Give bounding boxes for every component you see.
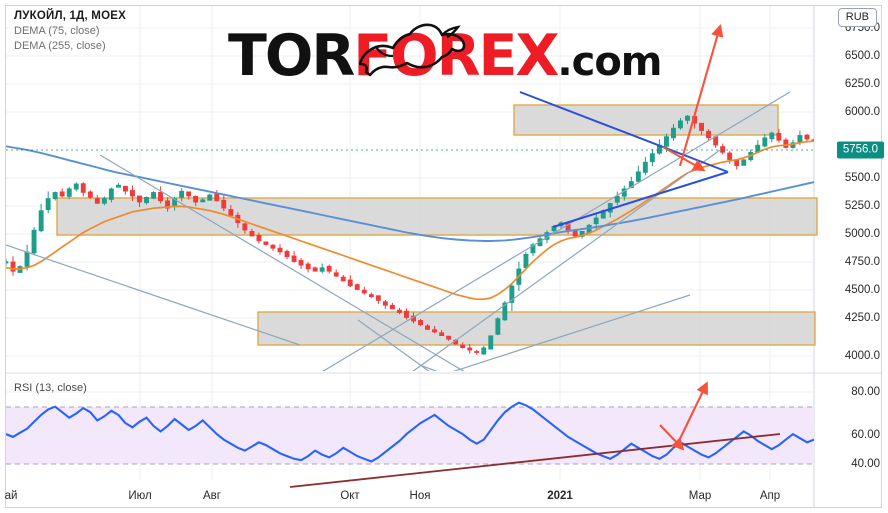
price-tick-6500: 6500.0 [844, 50, 880, 62]
time-label-nov: Ноя [409, 490, 431, 502]
legend-dema-255: DEMA (255, close) [14, 40, 106, 52]
time-label-aug: Авг [203, 490, 221, 502]
symbol-title: ЛУКОЙЛ, 1Д, MOEX [14, 10, 126, 22]
currency-badge[interactable]: RUB [837, 8, 877, 27]
price-tick-4000: 4000.0 [844, 350, 880, 362]
price-tick-5000: 5000.0 [844, 228, 880, 240]
rsi-tick-80: 80.00 [851, 386, 880, 398]
legend-dema-75: DEMA (75, close) [14, 25, 100, 37]
price-tick-4750: 4750.0 [844, 256, 880, 268]
price-tick-5500: 5500.0 [844, 172, 880, 184]
time-label-mar: Мар [688, 490, 712, 502]
rsi-tick-60: 60.00 [851, 429, 880, 441]
chart-legend: ЛУКОЙЛ, 1Д, MOEX DEMA (75, close) DEMA (… [14, 9, 126, 54]
price-tick-4250: 4250.0 [844, 312, 880, 324]
price-tick-6250: 6250.0 [844, 78, 880, 90]
chart-frame [5, 5, 882, 508]
rsi-legend: RSI (13, close) [14, 382, 87, 394]
time-label-jul: Июл [128, 490, 152, 502]
rsi-tick-40: 40.00 [851, 458, 880, 470]
time-label-may: ай [4, 490, 18, 502]
time-label-2021: 2021 [547, 490, 573, 502]
time-label-oct: Окт [340, 490, 360, 502]
price-tick-4500: 4500.0 [844, 284, 880, 296]
time-label-apr: Апр [759, 490, 781, 502]
bull-icon [358, 23, 466, 77]
current-price-label[interactable]: 5756.0 [836, 141, 884, 159]
price-tick-6000: 6000.0 [844, 106, 880, 118]
price-tick-5250: 5250.0 [844, 200, 880, 212]
